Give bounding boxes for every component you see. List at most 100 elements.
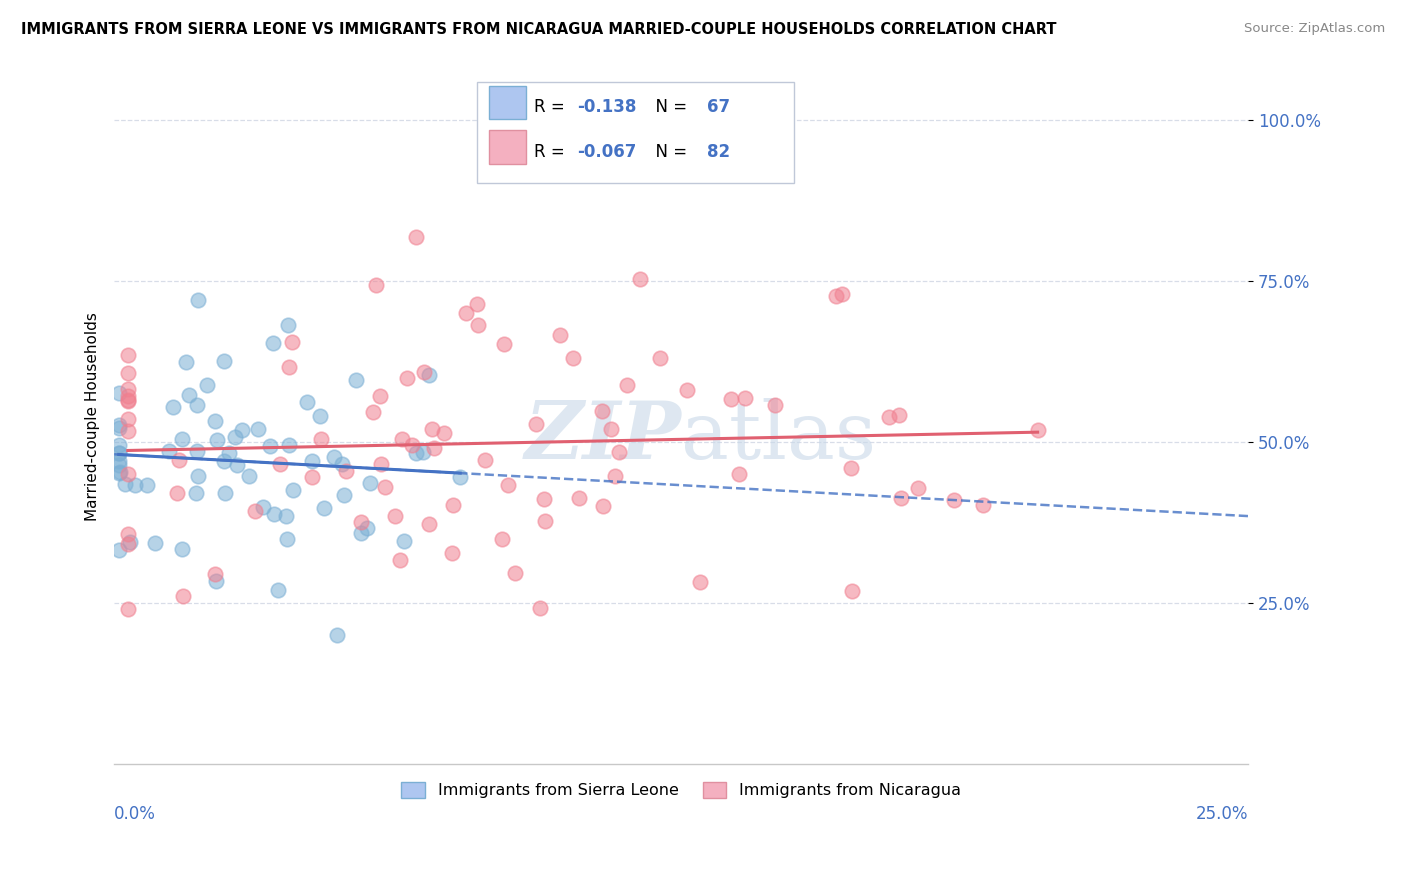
Point <box>114 476 136 491</box>
Point <box>831 286 853 301</box>
Point <box>877 409 900 424</box>
FancyBboxPatch shape <box>489 86 526 120</box>
Point <box>107 445 129 459</box>
Point <box>107 458 129 472</box>
Point <box>107 418 129 433</box>
Point <box>205 574 228 588</box>
Point <box>117 602 139 616</box>
Point <box>433 426 456 441</box>
Point <box>117 467 139 482</box>
Point <box>143 536 166 550</box>
Point <box>266 583 288 598</box>
Point <box>374 480 396 494</box>
Point <box>496 478 519 492</box>
Point <box>186 398 208 412</box>
Text: 0.0%: 0.0% <box>114 805 156 823</box>
Point <box>117 424 139 438</box>
Point <box>278 360 301 375</box>
Point <box>117 348 139 362</box>
Point <box>166 486 188 500</box>
Point <box>467 318 489 333</box>
Point <box>675 383 697 397</box>
Text: -0.138: -0.138 <box>576 98 636 117</box>
Point <box>350 515 373 529</box>
Point <box>107 438 129 452</box>
Point <box>301 453 323 467</box>
Point <box>561 351 583 365</box>
Point <box>524 417 547 432</box>
FancyBboxPatch shape <box>489 130 526 164</box>
Point <box>117 537 139 551</box>
Point <box>494 337 516 351</box>
Point <box>117 366 139 380</box>
Point <box>474 452 496 467</box>
Point <box>274 508 297 523</box>
Point <box>176 355 198 369</box>
Point <box>391 432 413 446</box>
Point <box>533 491 555 506</box>
Point <box>628 271 651 285</box>
Point <box>252 500 274 514</box>
Point <box>177 387 200 401</box>
Point <box>281 335 304 350</box>
Point <box>605 469 627 483</box>
Point <box>212 354 235 368</box>
Text: 82: 82 <box>707 143 730 161</box>
Point <box>350 526 373 541</box>
Point <box>650 351 672 366</box>
Point <box>412 444 434 458</box>
Point <box>262 335 284 350</box>
Point <box>107 466 129 480</box>
Point <box>117 389 139 403</box>
Point <box>839 461 862 475</box>
Point <box>364 278 387 293</box>
Point <box>616 377 638 392</box>
Point <box>263 508 285 522</box>
Text: -0.067: -0.067 <box>576 143 636 161</box>
Point <box>332 457 354 471</box>
Point <box>454 306 477 320</box>
Point <box>259 439 281 453</box>
Text: R =: R = <box>534 98 569 117</box>
Point <box>907 481 929 495</box>
Point <box>763 397 786 411</box>
Point <box>591 404 613 418</box>
Point <box>117 382 139 396</box>
Point <box>727 467 749 482</box>
Text: atlas: atlas <box>681 398 876 476</box>
Point <box>413 365 436 379</box>
Point <box>359 475 381 490</box>
Point <box>108 465 131 479</box>
Point <box>972 499 994 513</box>
Point <box>344 373 367 387</box>
Point <box>212 454 235 468</box>
Point <box>187 469 209 483</box>
Point <box>269 457 291 471</box>
Point <box>824 289 846 303</box>
Point <box>548 328 571 343</box>
Point <box>423 441 446 455</box>
Point <box>276 532 298 546</box>
Point <box>890 491 912 506</box>
Text: ZIP: ZIP <box>524 398 681 475</box>
Point <box>392 534 415 549</box>
Point <box>172 589 194 603</box>
Point <box>335 464 357 478</box>
Point <box>214 486 236 500</box>
Point <box>323 450 346 464</box>
Y-axis label: Married-couple Households: Married-couple Households <box>86 311 100 521</box>
Point <box>278 438 301 452</box>
Point <box>401 438 423 452</box>
Point <box>117 393 139 408</box>
Point <box>491 533 513 547</box>
Point <box>1026 423 1049 437</box>
Point <box>388 553 411 567</box>
Point <box>117 392 139 407</box>
Point <box>186 444 208 458</box>
Point <box>395 370 418 384</box>
Point <box>226 458 249 472</box>
Point <box>568 491 591 505</box>
Point <box>136 478 159 492</box>
Point <box>170 432 193 446</box>
Point <box>418 368 440 383</box>
